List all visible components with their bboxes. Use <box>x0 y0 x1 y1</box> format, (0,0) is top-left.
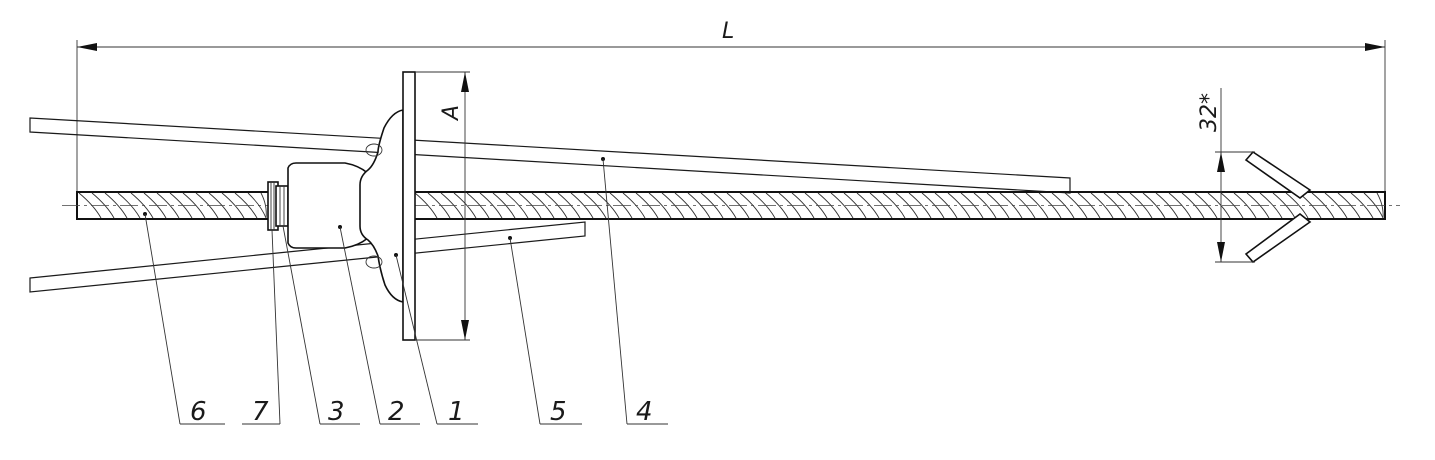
cable-strand <box>596 192 620 219</box>
leg-4 <box>29 117 1071 194</box>
part-label-7: 7 <box>252 397 269 427</box>
part-label-2: 2 <box>388 397 405 427</box>
leaders <box>143 157 668 425</box>
cable-strand <box>830 192 854 219</box>
cable-strand <box>765 192 789 219</box>
part-label-6: 6 <box>190 397 207 427</box>
cable-strand <box>908 192 932 219</box>
dimension-l: L <box>76 19 1386 195</box>
part-label-4: 4 <box>636 397 653 427</box>
cable-strand <box>156 192 180 219</box>
cable-strand <box>531 192 555 219</box>
dimension-a: A <box>415 71 470 341</box>
dimension-l-label: L <box>722 19 734 44</box>
cable-6 <box>62 191 1400 220</box>
cable-strand <box>1090 192 1114 219</box>
part-label-5: 5 <box>550 397 567 427</box>
cable-strand <box>104 192 128 219</box>
dimension-32-label: 32* <box>1197 93 1222 132</box>
cable-strand <box>713 192 737 219</box>
part-label-3: 3 <box>328 397 345 427</box>
plate-1 <box>359 71 416 341</box>
cable-strand <box>1350 192 1374 219</box>
dimension-a-label: A <box>439 105 464 122</box>
barb <box>1244 150 1312 264</box>
cable-strand <box>1025 192 1049 219</box>
ring-7 <box>267 181 289 231</box>
cable-strand <box>973 192 997 219</box>
cable-strand <box>453 192 477 219</box>
dimension-32: 32* <box>1197 88 1255 263</box>
cable-strand <box>648 192 672 219</box>
cable-strand <box>221 192 245 219</box>
cable-strand <box>1285 192 1309 219</box>
part-numbers: 6 7 3 2 1 5 4 <box>190 397 653 427</box>
cable-strand <box>1142 192 1166 219</box>
part-label-1: 1 <box>448 397 465 427</box>
